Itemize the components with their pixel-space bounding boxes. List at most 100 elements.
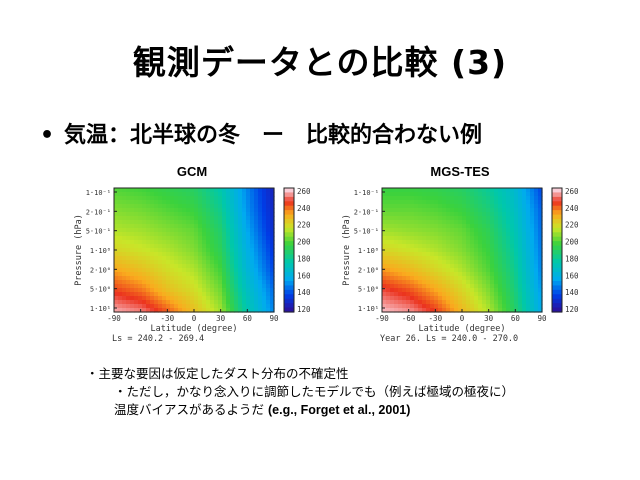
gcm-heatmap-cell xyxy=(194,220,199,225)
tes-heatmap-cell xyxy=(402,220,407,225)
tes-y-tick-label: 5·10⁰ xyxy=(358,286,379,294)
tes-heatmap-cell xyxy=(518,208,523,213)
gcm-heatmap-cell xyxy=(198,196,203,201)
tes-heatmap-cell xyxy=(414,204,419,209)
tes-heatmap-cell xyxy=(538,288,543,293)
tes-heatmap-cell xyxy=(438,208,443,213)
gcm-heatmap-cell xyxy=(186,208,191,213)
gcm-heatmap-cell xyxy=(126,232,131,237)
tes-heatmap-cell xyxy=(466,200,471,205)
gcm-heatmap-cell xyxy=(142,204,147,209)
gcm-heatmap-cell xyxy=(266,272,271,277)
gcm-heatmap-cell xyxy=(242,232,247,237)
gcm-heatmap-cell xyxy=(134,236,139,241)
gcm-heatmap-cell xyxy=(242,296,247,301)
tes-heatmap-cell xyxy=(482,208,487,213)
tes-heatmap-cell xyxy=(506,228,511,233)
tes-heatmap-cell xyxy=(518,200,523,205)
tes-heatmap-cell xyxy=(434,300,439,305)
tes-heatmap-cell xyxy=(522,272,527,277)
gcm-heatmap-cell xyxy=(170,240,175,245)
tes-heatmap-cell xyxy=(398,268,403,273)
tes-heatmap-cell xyxy=(538,272,543,277)
tes-heatmap-cell xyxy=(406,192,411,197)
gcm-heatmap-cell xyxy=(166,304,171,309)
tes-heatmap-cell xyxy=(434,260,439,265)
gcm-heatmap-cell xyxy=(142,196,147,201)
gcm-heatmap-cell xyxy=(158,224,163,229)
gcm-heatmap-cell xyxy=(186,296,191,301)
tes-heatmap-cell xyxy=(422,244,427,249)
gcm-heatmap-cell xyxy=(210,252,215,257)
tes-heatmap-cell xyxy=(454,220,459,225)
gcm-colorbar-segment xyxy=(284,276,294,282)
tes-heatmap-cell xyxy=(426,232,431,237)
tes-heatmap-cell xyxy=(518,216,523,221)
tes-heatmap-cell xyxy=(534,200,539,205)
gcm-heatmap-cell xyxy=(158,288,163,293)
gcm-heatmap-cell xyxy=(150,216,155,221)
tes-heatmap-cell xyxy=(494,196,499,201)
gcm-heatmap-cell xyxy=(246,196,251,201)
tes-heatmap-cell xyxy=(466,232,471,237)
gcm-colorbar-segment xyxy=(284,298,294,304)
tes-heatmap-cell xyxy=(418,304,423,309)
tes-heatmap-cell xyxy=(450,196,455,201)
tes-colorbar-tick-label: 180 xyxy=(565,254,579,263)
gcm-colorbar-segment xyxy=(284,263,294,269)
tes-heatmap-cell xyxy=(490,232,495,237)
gcm-heatmap-cell xyxy=(270,208,275,213)
gcm-heatmap-cell xyxy=(218,284,223,289)
tes-heatmap-cell xyxy=(446,248,451,253)
tes-heatmap-cell xyxy=(402,192,407,197)
gcm-heatmap-cell xyxy=(178,248,183,253)
gcm-heatmap-cell xyxy=(158,228,163,233)
gcm-heatmap-cell xyxy=(170,292,175,297)
tes-heatmap-cell xyxy=(506,236,511,241)
tes-heatmap-cell xyxy=(458,264,463,269)
gcm-heatmap-cell xyxy=(186,236,191,241)
tes-heatmap-cell xyxy=(522,236,527,241)
gcm-heatmap-cell xyxy=(114,276,119,281)
tes-heatmap-cell xyxy=(482,252,487,257)
tes-heatmap-cell xyxy=(458,188,463,193)
gcm-heatmap-cell xyxy=(242,280,247,285)
gcm-heatmap-cell xyxy=(158,256,163,261)
tes-heatmap-cell xyxy=(458,208,463,213)
tes-heatmap-cell xyxy=(494,204,499,209)
tes-heatmap-cell xyxy=(410,260,415,265)
tes-heatmap-cell xyxy=(502,260,507,265)
tes-heatmap-cell xyxy=(450,188,455,193)
gcm-heatmap-cell xyxy=(166,272,171,277)
gcm-heatmap-cell xyxy=(194,252,199,257)
tes-heatmap-cell xyxy=(514,288,519,293)
tes-heatmap-cell xyxy=(522,264,527,269)
gcm-heatmap-cell xyxy=(258,284,263,289)
tes-heatmap-cell xyxy=(438,232,443,237)
tes-heatmap-cell xyxy=(494,280,499,285)
tes-heatmap-cell xyxy=(478,204,483,209)
gcm-heatmap-cell xyxy=(170,196,175,201)
tes-heatmap-cell xyxy=(430,280,435,285)
tes-heatmap-cell xyxy=(530,264,535,269)
gcm-heatmap-cell xyxy=(138,188,143,193)
tes-heatmap-cell xyxy=(482,276,487,281)
tes-heatmap-cell xyxy=(526,288,531,293)
tes-heatmap-cell xyxy=(438,256,443,261)
tes-heatmap-cell xyxy=(510,296,515,301)
tes-heatmap-cell xyxy=(406,288,411,293)
gcm-heatmap-cell xyxy=(146,300,151,305)
tes-heatmap-cell xyxy=(534,232,539,237)
tes-heatmap-cell xyxy=(418,204,423,209)
tes-colorbar-segment xyxy=(552,188,562,194)
gcm-heatmap-cell xyxy=(258,212,263,217)
tes-heatmap-cell xyxy=(450,272,455,277)
gcm-x-axis-label: Latitude (degree) xyxy=(151,324,238,334)
gcm-heatmap-cell xyxy=(226,248,231,253)
gcm-heatmap-cell xyxy=(158,268,163,273)
tes-heatmap-cell xyxy=(398,192,403,197)
gcm-heatmap-cell xyxy=(262,256,267,261)
tes-heatmap-cell xyxy=(534,268,539,273)
tes-heatmap-cell xyxy=(442,300,447,305)
gcm-heatmap-cell xyxy=(162,208,167,213)
